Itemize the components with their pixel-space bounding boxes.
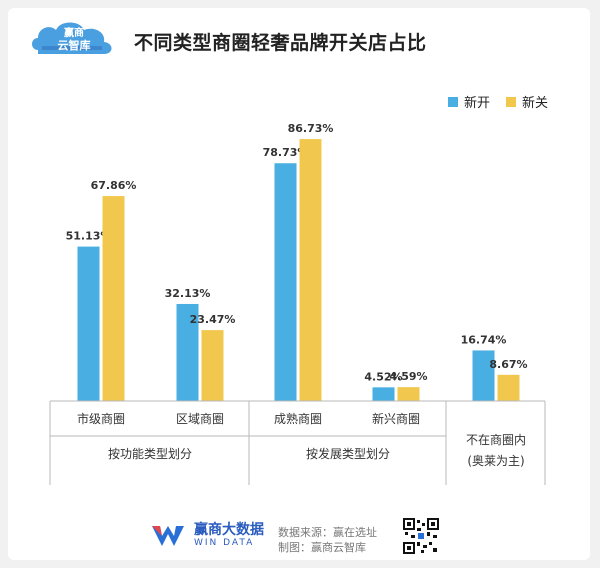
made-line: 制图：赢商云智库 bbox=[278, 541, 366, 554]
bar-close-4 bbox=[397, 387, 420, 401]
data-label-open-4: 4.52% bbox=[364, 370, 402, 383]
bar-open-3 bbox=[274, 163, 297, 401]
logo-text-top: 赢商 bbox=[64, 26, 84, 39]
bar-open-1 bbox=[77, 246, 100, 401]
data-label-open-2: 32.13% bbox=[165, 287, 211, 300]
data-label-close-3: 86.73% bbox=[288, 122, 334, 135]
bar-close-2 bbox=[201, 330, 224, 401]
bar-close-3 bbox=[299, 139, 322, 402]
bar-open-5 bbox=[472, 350, 495, 401]
bar-close-5 bbox=[497, 374, 520, 401]
legend-label-close: 新关 bbox=[522, 96, 549, 111]
category-label-3: 成熟商圈 bbox=[274, 411, 322, 426]
legend-item-close: 新关 bbox=[506, 92, 548, 111]
data-label-open-5: 16.74% bbox=[461, 333, 507, 346]
data-label-close-4: 4.59% bbox=[389, 370, 427, 383]
source-line: 数据来源：赢在选址 bbox=[278, 526, 377, 539]
footer-brand-en: WIN DATA bbox=[194, 538, 255, 548]
category-label-5-line-2: (奥莱为主) bbox=[467, 454, 524, 468]
category-label-5-line-1: 不在商圈内 bbox=[466, 432, 526, 447]
brand-logo: 赢商 云智库 bbox=[32, 22, 112, 54]
footer-brand: 赢商大数据 WIN DATA bbox=[150, 522, 264, 550]
win-data-logo-icon bbox=[152, 526, 184, 546]
bar-close-1 bbox=[102, 196, 125, 401]
legend-swatch-close bbox=[506, 96, 517, 107]
legend-swatch-open bbox=[448, 96, 458, 107]
data-label-open-1: 51.13% bbox=[66, 230, 112, 243]
data-label-open-3: 78.73% bbox=[263, 146, 309, 159]
legend-item-open: 新开 bbox=[448, 92, 490, 111]
qr-code-icon bbox=[403, 518, 439, 554]
data-label-close-2: 23.47% bbox=[190, 313, 236, 326]
bar-open-4 bbox=[372, 387, 395, 401]
logo-text-bottom: 云智库 bbox=[58, 38, 91, 52]
group-label-1: 按功能类型划分 bbox=[108, 447, 192, 461]
legend-label-open: 新开 bbox=[464, 96, 491, 111]
data-label-close-1: 67.86% bbox=[91, 179, 137, 192]
legend: 新开 新关 bbox=[448, 92, 548, 111]
footer-brand-name: 赢商大数据 bbox=[194, 522, 264, 538]
group-label-2: 按发展类型划分 bbox=[306, 446, 390, 461]
category-label-1: 市级商圈 bbox=[77, 411, 125, 426]
category-label-4: 新兴商圈 bbox=[372, 411, 420, 426]
footer-source: 数据来源：赢在选址 制图：赢商云智库 bbox=[278, 525, 377, 555]
chart-title: 不同类型商圈轻奢品牌开关店占比 bbox=[134, 32, 427, 54]
data-label-close-5: 8.67% bbox=[489, 358, 527, 371]
bar-open-2 bbox=[176, 303, 199, 401]
category-label-2: 区域商圈 bbox=[176, 411, 224, 426]
